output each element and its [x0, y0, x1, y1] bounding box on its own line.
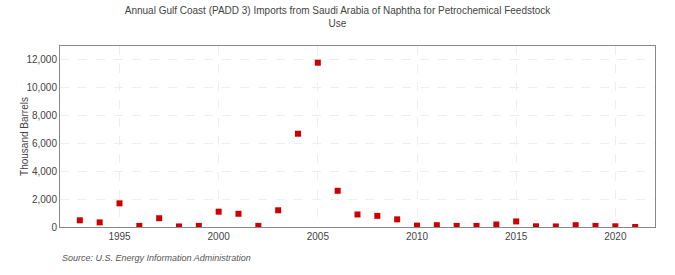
svg-text:2,000: 2,000 — [32, 194, 57, 205]
svg-text:Source: U.S. Energy Informatio: Source: U.S. Energy Information Administ… — [62, 253, 251, 263]
svg-text:2020: 2020 — [604, 231, 627, 242]
svg-text:1995: 1995 — [108, 231, 131, 242]
svg-text:6,000: 6,000 — [32, 138, 57, 149]
svg-text:Thousand Barrels: Thousand Barrels — [19, 97, 30, 176]
svg-text:2015: 2015 — [505, 231, 528, 242]
svg-text:Annual Gulf Coast (PADD 3) Imp: Annual Gulf Coast (PADD 3) Imports from … — [125, 5, 552, 29]
svg-text:2005: 2005 — [307, 231, 330, 242]
svg-text:8,000: 8,000 — [32, 110, 57, 121]
svg-text:4,000: 4,000 — [32, 166, 57, 177]
svg-text:2010: 2010 — [406, 231, 429, 242]
svg-text:0: 0 — [51, 222, 57, 233]
svg-text:12,000: 12,000 — [26, 54, 57, 65]
svg-text:10,000: 10,000 — [26, 82, 57, 93]
svg-text:2000: 2000 — [208, 231, 231, 242]
